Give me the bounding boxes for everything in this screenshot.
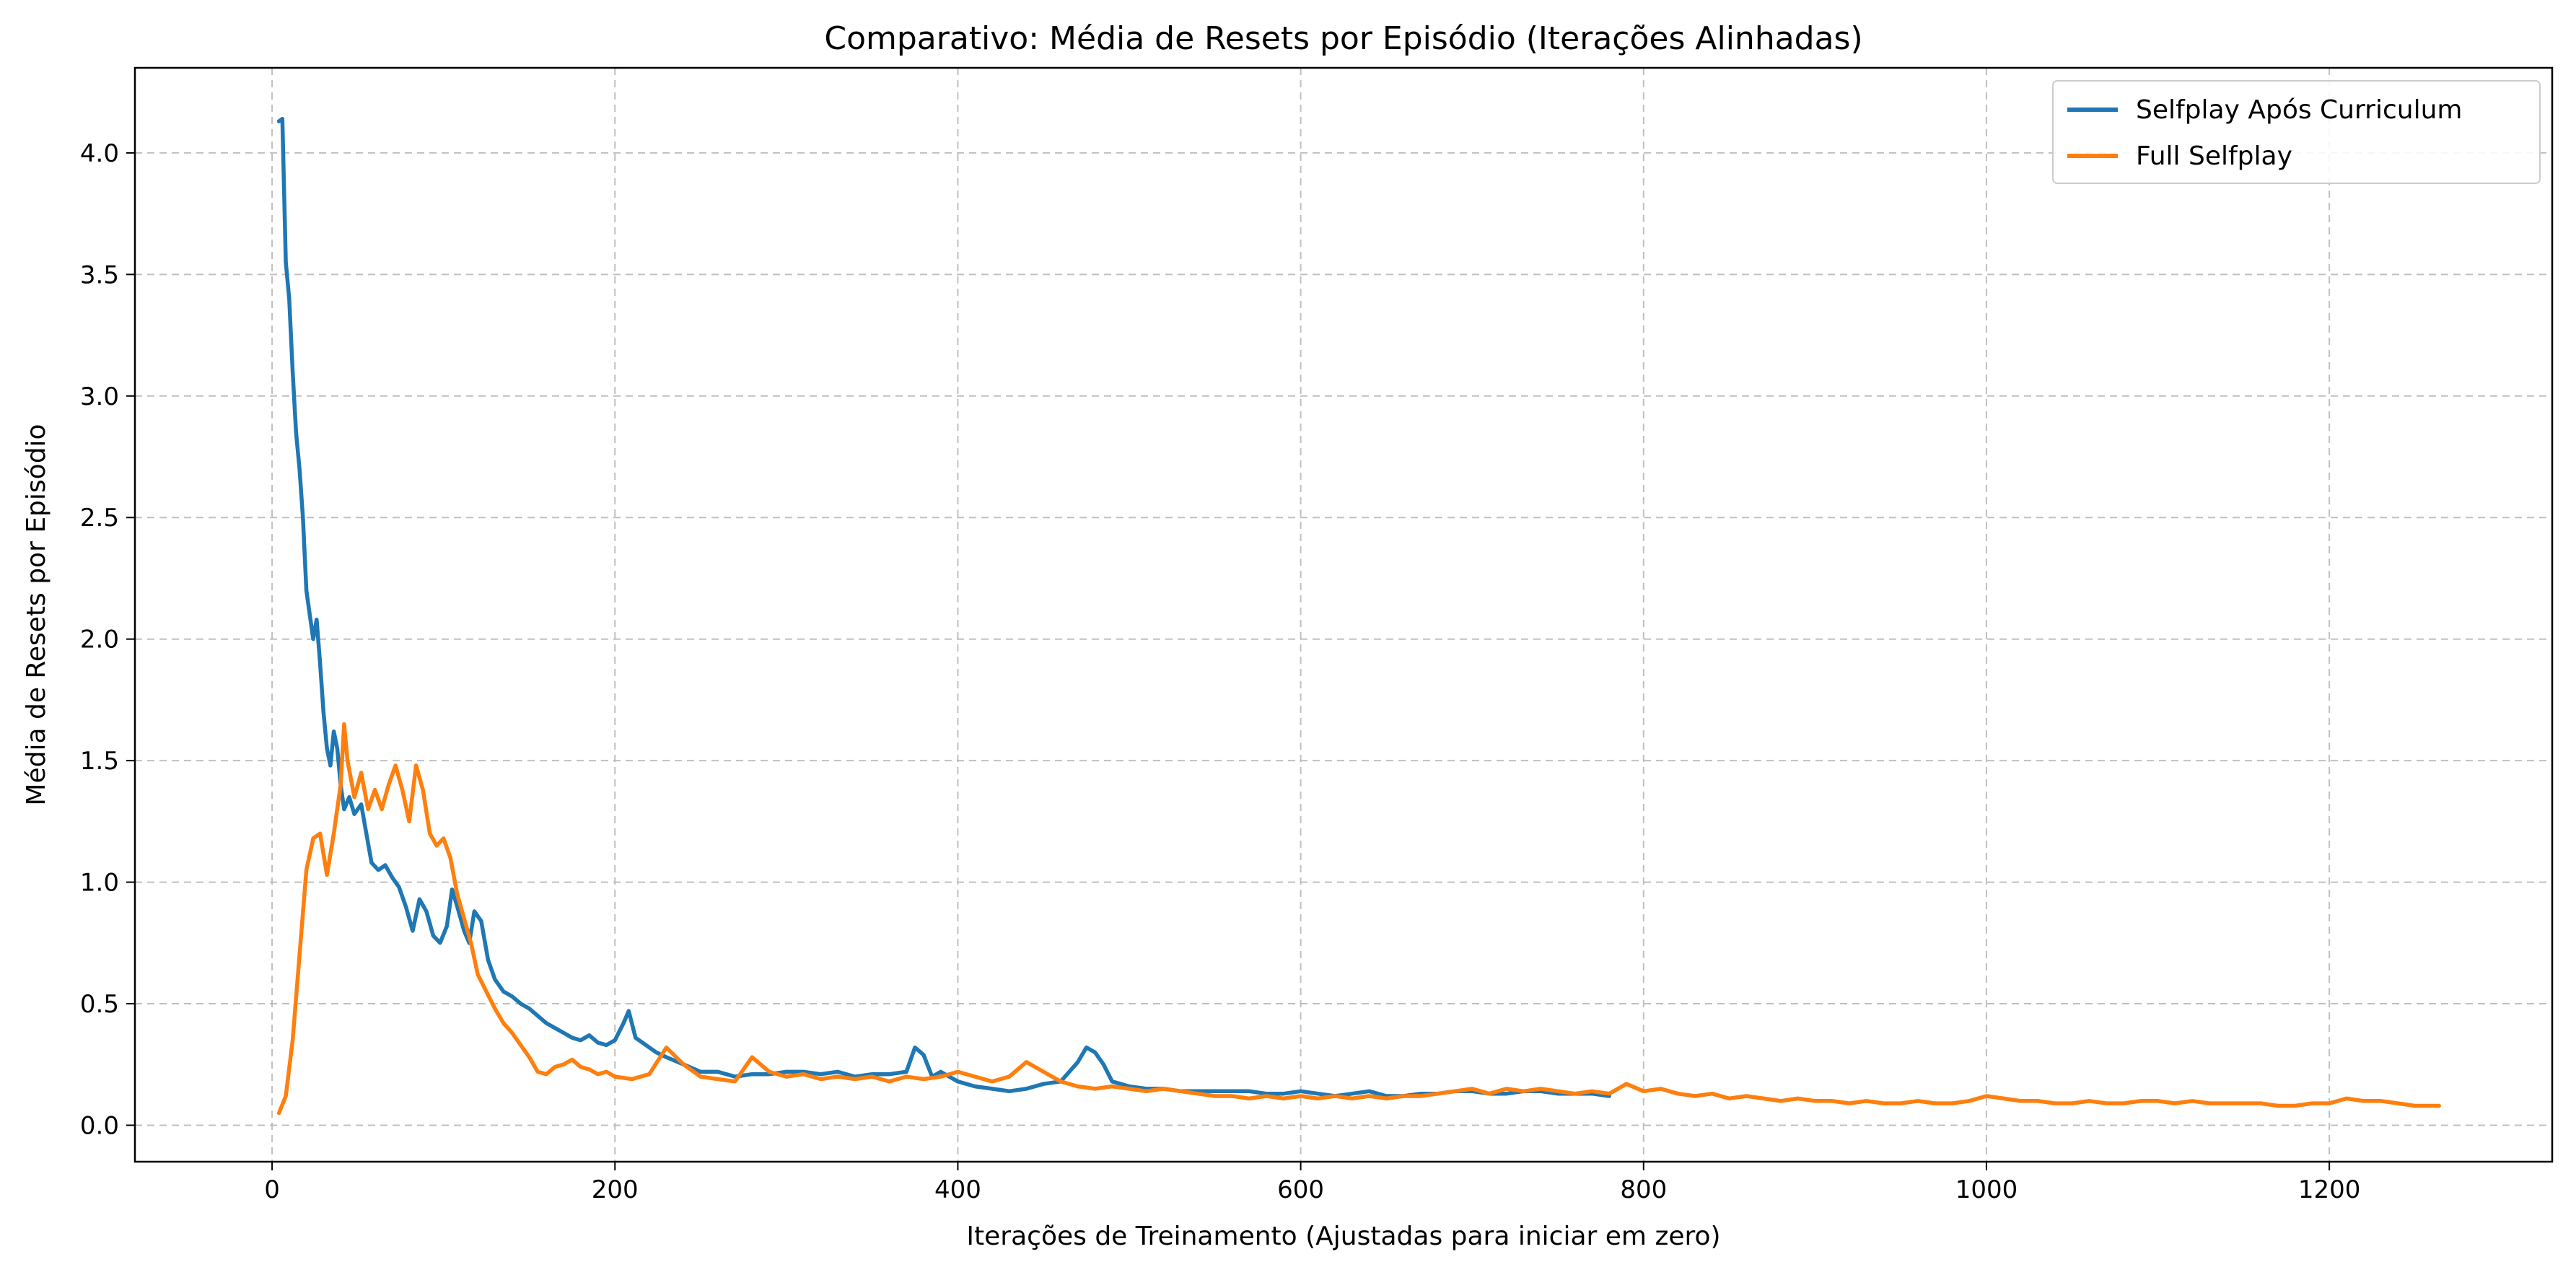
x-tick-label: 400 [934,1175,981,1204]
x-tick-label: 1200 [2298,1175,2361,1204]
y-tick-label: 3.5 [80,260,119,289]
y-tick-label: 1.5 [80,747,119,776]
y-tick-label: 2.0 [80,626,119,654]
x-tick-label: 0 [264,1175,280,1204]
chart-title: Comparativo: Média de Resets por Episódi… [824,20,1862,57]
x-tick-label: 800 [1620,1175,1667,1204]
plot-frame [133,66,2554,1163]
y-axis-label: Média de Resets por Episódio [22,424,51,805]
x-tick-label: 1000 [1955,1175,2018,1204]
legend-label-selfplay-apos-curriculum: Selfplay Após Curriculum [2136,95,2462,125]
y-tick-label: 2.5 [80,504,119,533]
axis-ticks: 0 200 400 600 800 1000 1200 0.0 0.5 1.0 1.5 2.0 2.5 3… [80,139,2360,1204]
grid [135,68,2552,1162]
x-axis-label: Iterações de Treinamento (Ajustadas para… [966,1222,1720,1251]
legend-label-full-selfplay: Full Selfplay [2136,141,2292,171]
y-tick-label: 3.0 [80,382,119,411]
legend: Selfplay Após Curriculum Full Selfplay [2052,80,2541,184]
y-tick-label: 0.0 [80,1111,119,1140]
y-tick-label: 1.0 [80,869,119,898]
series-line-selfplay-apos-curriculum [276,116,1612,1098]
y-tick-label: 4.0 [80,139,119,168]
series-group [276,116,2441,1116]
series-line-full-selfplay [276,722,2441,1116]
x-tick-label: 600 [1277,1175,1324,1204]
legend-box [2052,80,2541,184]
x-tick-label: 200 [592,1175,639,1204]
y-tick-label: 0.5 [80,990,119,1019]
